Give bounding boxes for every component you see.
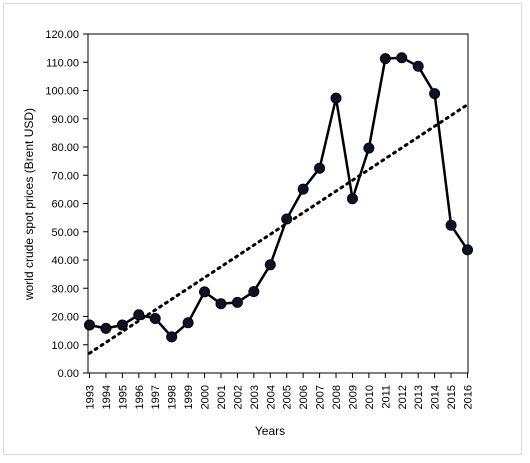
y-tick-label: 90.00	[51, 114, 79, 126]
x-tick-label: 2015	[446, 385, 458, 409]
x-tick-label: 1993	[85, 385, 97, 409]
x-axis-title: Years	[255, 424, 285, 438]
data-point	[412, 60, 424, 72]
x-tick-label: 2012	[397, 385, 409, 409]
x-tick-label: 1998	[167, 385, 179, 409]
y-axis-ticks: 0.00 10.00 20.00 30.00 40.00 50.00 60.00 70.00 8…	[45, 29, 88, 380]
x-tick-label: 2004	[265, 385, 277, 409]
y-tick-label: 60.00	[51, 199, 79, 211]
x-tick-label: 2014	[430, 385, 442, 409]
x-tick-label: 2003	[249, 385, 261, 409]
data-point	[84, 319, 95, 331]
y-axis-title: world crude spot prices (Brent USD)	[22, 108, 36, 301]
data-point	[199, 286, 211, 298]
x-tick-label: 2016	[463, 385, 475, 409]
y-tick-label: 100.00	[45, 86, 79, 98]
x-tick-label: 2000	[200, 385, 212, 409]
data-point	[297, 183, 309, 195]
data-point	[281, 213, 293, 225]
x-tick-label: 2005	[282, 385, 294, 409]
y-tick-label: 30.00	[51, 283, 79, 295]
y-tick-label: 50.00	[51, 227, 79, 239]
trendline	[88, 103, 469, 355]
data-point	[100, 322, 112, 334]
data-point	[314, 162, 326, 174]
data-point	[231, 296, 243, 308]
data-point	[396, 52, 408, 64]
x-tick-label: 2001	[216, 385, 228, 409]
x-tick-label: 1999	[183, 385, 195, 409]
data-point	[462, 244, 473, 256]
data-point	[264, 259, 276, 271]
data-point	[182, 317, 194, 329]
y-tick-label: 110.00	[46, 57, 79, 69]
data-point	[116, 319, 128, 331]
data-point	[133, 309, 145, 321]
data-point	[248, 286, 260, 298]
x-tick-label: 2009	[347, 385, 359, 409]
data-point	[215, 298, 227, 310]
x-tick-label: 2013	[413, 385, 425, 409]
x-tick-label: 2006	[298, 385, 310, 409]
y-tick-label: 10.00	[51, 340, 79, 352]
x-tick-label: 1997	[150, 385, 162, 409]
data-point	[149, 312, 161, 324]
x-tick-label: 1994	[101, 385, 113, 409]
data-point	[166, 331, 178, 343]
y-tick-label: 40.00	[51, 255, 79, 267]
data-point	[363, 142, 375, 154]
y-tick-label: 80.00	[51, 142, 79, 154]
x-tick-label: 2008	[331, 385, 343, 409]
x-tick-label: 1996	[134, 385, 146, 409]
series-group	[84, 52, 473, 343]
y-tick-label: 120.00	[45, 29, 79, 41]
x-tick-label: 2002	[232, 385, 244, 409]
data-point	[346, 193, 358, 205]
x-tick-label: 1995	[117, 385, 129, 409]
x-tick-label: 2007	[315, 385, 327, 409]
x-axis-ticks: 1993 1994 1995 1996 1997 1998 1999 2000 2001 2002…	[85, 373, 475, 409]
x-tick-label: 2011	[380, 385, 392, 409]
plot-area	[87, 33, 469, 374]
x-tick-label: 2010	[364, 385, 376, 409]
data-point	[445, 219, 457, 231]
y-tick-label: 20.00	[51, 312, 79, 324]
y-tick-label: 0.00	[58, 368, 79, 380]
data-point	[429, 88, 441, 100]
data-point	[379, 53, 391, 65]
y-tick-label: 70.00	[51, 170, 79, 182]
trendline-group	[88, 103, 469, 355]
data-point	[330, 92, 342, 104]
